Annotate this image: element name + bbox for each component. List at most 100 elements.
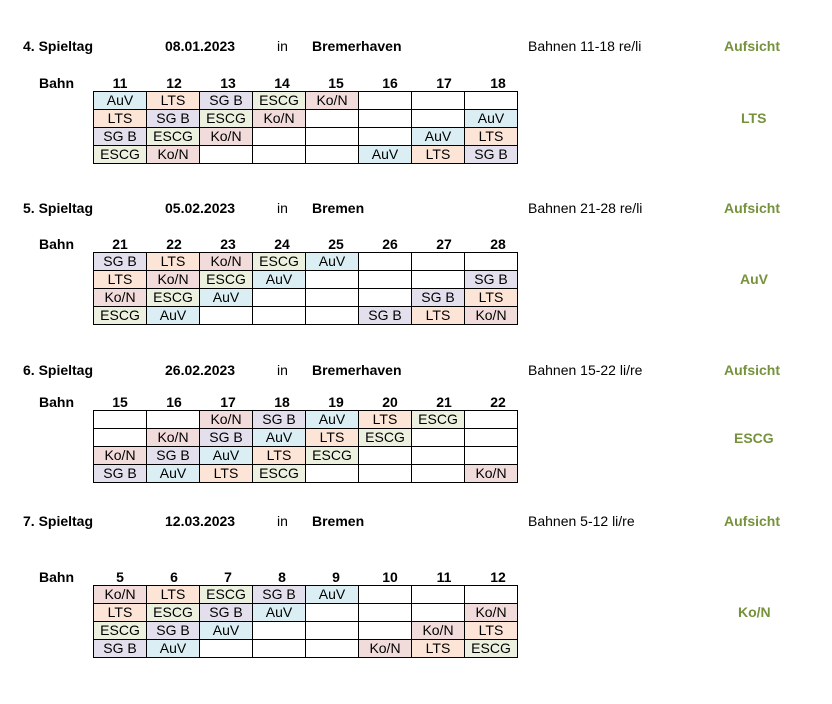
team-cell [305, 306, 359, 325]
table-row: ESCG AuV SG B LTS Ko/N [93, 306, 518, 325]
table-row: LTS Ko/N ESCG AuV SG B [93, 270, 518, 289]
team-cell: Ko/N [464, 603, 518, 622]
lanes-range: Bahnen 15-22 li/re [528, 362, 643, 378]
team-cell: AuV [199, 621, 253, 640]
team-cell: Ko/N [146, 270, 200, 289]
team-cell [305, 464, 359, 483]
team-cell: SG B [199, 603, 253, 622]
team-cell [199, 306, 253, 325]
team-cell: ESCG [411, 410, 465, 429]
team-cell: ESCG [199, 585, 253, 604]
team-cell: SG B [252, 410, 306, 429]
team-cell: Ko/N [411, 621, 465, 640]
table-row: ESCG Ko/N AuV LTS SG B [93, 145, 518, 164]
table-row: SG B ESCG Ko/N AuV LTS [93, 127, 518, 146]
team-cell [411, 603, 465, 622]
team-cell: LTS [358, 410, 412, 429]
team-cell: SG B [93, 464, 147, 483]
team-cell: AuV [146, 464, 200, 483]
team-cell [93, 428, 147, 447]
venue-city: Bremen [312, 200, 365, 216]
team-cell: LTS [464, 621, 518, 640]
team-cell [305, 288, 359, 307]
team-cell: Ko/N [464, 464, 518, 483]
team-cell [252, 127, 306, 146]
team-cell: SG B [93, 127, 147, 146]
team-cell: Ko/N [93, 288, 147, 307]
team-cell: ESCG [146, 603, 200, 622]
team-cell: LTS [411, 306, 465, 325]
spieltag-date: 26.02.2023 [165, 362, 236, 378]
table-row: LTS ESCG SG B AuV Ko/N [93, 603, 518, 622]
team-cell [464, 446, 518, 465]
lane-number: 20 [382, 394, 398, 410]
spieltag-date: 08.01.2023 [165, 38, 236, 54]
lane-number: 18 [274, 394, 290, 410]
lanes-range: Bahnen 21-28 re/li [528, 200, 643, 216]
team-cell: LTS [411, 145, 465, 164]
team-cell: AuV [305, 252, 359, 271]
team-cell [464, 91, 518, 110]
team-cell: Ko/N [199, 410, 253, 429]
team-cell: AuV [252, 270, 306, 289]
lane-number: 15 [112, 394, 128, 410]
team-cell: ESCG [252, 91, 306, 110]
table-row: SG B AuV Ko/N LTS ESCG [93, 639, 518, 658]
team-cell: LTS [199, 464, 253, 483]
lanes-range: Bahnen 11-18 re/li [528, 38, 642, 54]
team-cell [305, 127, 359, 146]
table-row: Ko/N SG B AuV LTS ESCG [93, 428, 518, 447]
team-cell [411, 428, 465, 447]
aufsicht-label: Aufsicht [724, 362, 780, 378]
lane-number: 18 [490, 75, 506, 91]
team-cell: Ko/N [464, 306, 518, 325]
table-row: Ko/N LTS ESCG SG B AuV [93, 585, 518, 604]
team-cell: LTS [93, 109, 147, 128]
lanes-range: Bahnen 5-12 li/re [528, 513, 635, 529]
aufsicht-team: Ko/N [738, 604, 771, 620]
lane-number: 27 [436, 236, 452, 252]
team-cell [411, 109, 465, 128]
team-cell: LTS [146, 91, 200, 110]
bahn-label: Bahn [39, 569, 74, 585]
table-row: AuV LTS SG B ESCG Ko/N [93, 91, 518, 110]
lane-number: 7 [224, 569, 232, 585]
team-cell [305, 270, 359, 289]
team-cell: SG B [146, 109, 200, 128]
team-cell [358, 603, 412, 622]
spieltag-date: 12.03.2023 [165, 513, 236, 529]
team-cell [411, 252, 465, 271]
team-cell: Ko/N [93, 446, 147, 465]
team-cell [146, 410, 200, 429]
team-cell [358, 270, 412, 289]
team-cell [358, 252, 412, 271]
team-cell: ESCG [93, 306, 147, 325]
venue-city: Bremen [312, 513, 365, 529]
in-label: in [277, 200, 288, 216]
team-cell [305, 603, 359, 622]
lane-number: 26 [382, 236, 398, 252]
team-cell: AuV [199, 446, 253, 465]
team-cell: Ko/N [199, 127, 253, 146]
team-cell: LTS [93, 270, 147, 289]
team-cell [358, 91, 412, 110]
team-cell: ESCG [199, 270, 253, 289]
lane-number: 13 [220, 75, 236, 91]
team-cell: Ko/N [305, 91, 359, 110]
team-cell: SG B [464, 270, 518, 289]
aufsicht-team: ESCG [734, 430, 774, 446]
team-cell: LTS [93, 603, 147, 622]
team-cell [464, 410, 518, 429]
team-cell: AuV [252, 603, 306, 622]
team-cell: LTS [146, 585, 200, 604]
team-cell [305, 109, 359, 128]
lane-number: 15 [328, 75, 344, 91]
team-cell: AuV [305, 410, 359, 429]
team-cell: SG B [411, 288, 465, 307]
aufsicht-label: Aufsicht [724, 38, 780, 54]
lane-number: 5 [116, 569, 124, 585]
lane-number: 16 [166, 394, 182, 410]
team-cell [464, 585, 518, 604]
lane-number: 22 [490, 394, 506, 410]
team-cell: LTS [305, 428, 359, 447]
